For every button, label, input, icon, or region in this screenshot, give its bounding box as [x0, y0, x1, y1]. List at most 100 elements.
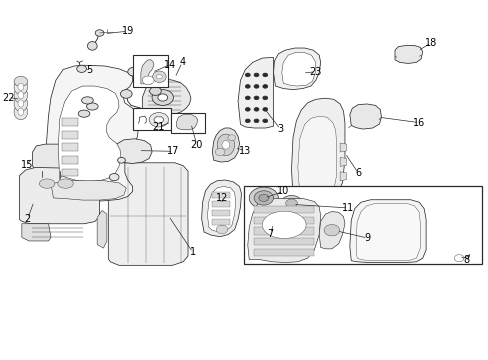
- Polygon shape: [108, 163, 187, 265]
- Ellipse shape: [262, 211, 305, 238]
- Ellipse shape: [58, 179, 73, 188]
- Polygon shape: [254, 238, 314, 245]
- Polygon shape: [22, 224, 51, 241]
- Polygon shape: [61, 156, 78, 164]
- Bar: [244, 186, 482, 264]
- Polygon shape: [46, 65, 138, 202]
- Polygon shape: [61, 143, 78, 151]
- Polygon shape: [212, 128, 239, 162]
- Ellipse shape: [18, 100, 24, 107]
- Ellipse shape: [215, 148, 224, 156]
- Ellipse shape: [263, 73, 267, 77]
- Text: 16: 16: [412, 118, 425, 128]
- Text: 21: 21: [152, 122, 165, 132]
- Ellipse shape: [14, 104, 28, 120]
- Ellipse shape: [254, 73, 259, 77]
- Ellipse shape: [245, 119, 250, 123]
- Text: 4: 4: [179, 57, 185, 67]
- Ellipse shape: [81, 97, 93, 104]
- Ellipse shape: [245, 96, 250, 100]
- Polygon shape: [58, 86, 121, 181]
- Polygon shape: [355, 203, 419, 261]
- Ellipse shape: [216, 225, 227, 234]
- Polygon shape: [61, 118, 78, 126]
- Polygon shape: [340, 143, 346, 152]
- Ellipse shape: [14, 87, 28, 103]
- Ellipse shape: [156, 75, 162, 79]
- Ellipse shape: [254, 108, 259, 111]
- Ellipse shape: [14, 96, 28, 111]
- Polygon shape: [247, 199, 320, 262]
- Polygon shape: [319, 212, 344, 249]
- Ellipse shape: [77, 65, 86, 72]
- Polygon shape: [349, 200, 425, 262]
- Polygon shape: [142, 79, 190, 115]
- Ellipse shape: [18, 83, 24, 90]
- Text: 13: 13: [239, 145, 251, 156]
- Text: 6: 6: [354, 168, 361, 178]
- Ellipse shape: [259, 194, 268, 202]
- Ellipse shape: [142, 76, 154, 85]
- Polygon shape: [113, 139, 152, 163]
- Polygon shape: [238, 57, 273, 128]
- Polygon shape: [176, 115, 197, 130]
- Text: 5: 5: [85, 64, 92, 75]
- Text: 2: 2: [24, 214, 31, 224]
- Ellipse shape: [227, 135, 235, 140]
- Text: 15: 15: [20, 160, 33, 170]
- Ellipse shape: [149, 87, 161, 95]
- Ellipse shape: [263, 119, 267, 123]
- Ellipse shape: [87, 41, 97, 50]
- Text: 7: 7: [267, 229, 273, 239]
- Text: 17: 17: [167, 146, 179, 156]
- Ellipse shape: [263, 108, 267, 111]
- Text: 14: 14: [163, 59, 176, 69]
- Polygon shape: [340, 157, 346, 166]
- Ellipse shape: [324, 225, 339, 236]
- Ellipse shape: [217, 134, 234, 156]
- Text: 1: 1: [189, 247, 196, 257]
- Ellipse shape: [14, 76, 28, 86]
- Ellipse shape: [152, 90, 173, 105]
- Ellipse shape: [39, 179, 55, 188]
- Polygon shape: [273, 48, 320, 90]
- Text: 10: 10: [277, 186, 289, 197]
- Text: 18: 18: [424, 38, 436, 48]
- Ellipse shape: [245, 85, 250, 88]
- Polygon shape: [207, 186, 235, 232]
- Text: 3: 3: [277, 124, 283, 134]
- Ellipse shape: [14, 79, 28, 95]
- Ellipse shape: [245, 108, 250, 111]
- Ellipse shape: [254, 85, 259, 88]
- Ellipse shape: [222, 140, 229, 149]
- Text: 8: 8: [463, 255, 468, 265]
- Ellipse shape: [263, 96, 267, 100]
- Ellipse shape: [152, 71, 166, 82]
- Polygon shape: [291, 98, 344, 201]
- Ellipse shape: [120, 90, 132, 98]
- Ellipse shape: [263, 85, 267, 88]
- Polygon shape: [212, 219, 229, 225]
- Text: 23: 23: [309, 67, 321, 77]
- Polygon shape: [61, 168, 78, 176]
- Polygon shape: [97, 211, 107, 248]
- Ellipse shape: [245, 73, 250, 77]
- Polygon shape: [340, 172, 346, 181]
- Text: 11: 11: [342, 203, 354, 213]
- Polygon shape: [141, 60, 154, 84]
- Ellipse shape: [18, 108, 24, 116]
- Ellipse shape: [285, 199, 297, 208]
- Ellipse shape: [254, 96, 259, 100]
- Polygon shape: [254, 206, 314, 213]
- Polygon shape: [394, 45, 422, 63]
- Ellipse shape: [249, 187, 278, 209]
- Ellipse shape: [154, 116, 163, 123]
- Ellipse shape: [453, 255, 463, 262]
- Text: 22: 22: [2, 93, 15, 103]
- Ellipse shape: [109, 174, 119, 181]
- Polygon shape: [51, 181, 126, 200]
- Polygon shape: [201, 180, 241, 237]
- Polygon shape: [254, 217, 314, 224]
- Ellipse shape: [18, 91, 24, 99]
- Ellipse shape: [127, 67, 139, 76]
